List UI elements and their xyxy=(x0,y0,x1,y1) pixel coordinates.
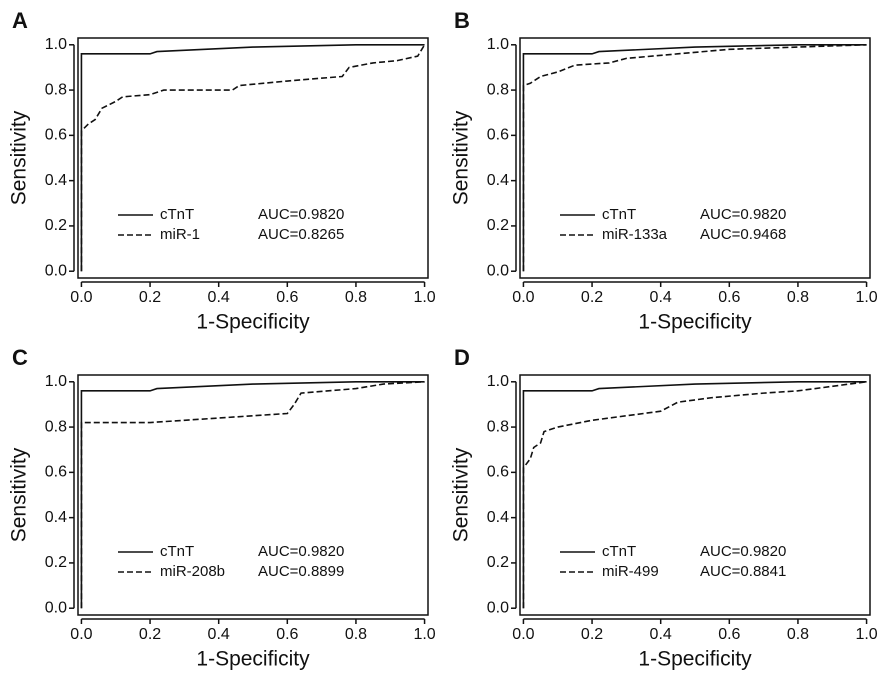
x-tick-label: 1.0 xyxy=(413,626,435,643)
plot-frame xyxy=(77,374,429,616)
roc-curve xyxy=(522,380,867,609)
y-tick-label: 0.2 xyxy=(487,217,509,234)
panel-label: C xyxy=(12,345,28,370)
legend-label: cTnT xyxy=(602,543,636,560)
roc-curve xyxy=(522,380,867,609)
legend-label: miR-499 xyxy=(602,563,659,580)
x-tick-label: 0.8 xyxy=(345,626,367,643)
roc-curve xyxy=(522,43,867,272)
y-tick-label: 0.8 xyxy=(45,81,67,98)
x-tick-label: 0.4 xyxy=(208,626,230,643)
legend-auc: AUC=0.9820 xyxy=(258,206,344,223)
legend-auc: AUC=0.9820 xyxy=(258,543,344,560)
x-tick-label: 1.0 xyxy=(855,289,877,306)
y-axis-label: Sensitivity xyxy=(450,447,473,542)
y-tick-label: 0.4 xyxy=(487,509,509,526)
legend-label: cTnT xyxy=(602,206,636,223)
y-tick-label: 1.0 xyxy=(45,373,67,390)
y-tick-label: 0.8 xyxy=(487,81,509,98)
y-tick-label: 0.2 xyxy=(487,554,509,571)
legend-label: miR-208b xyxy=(160,563,225,580)
y-tick-label: 1.0 xyxy=(487,373,509,390)
y-tick-label: 0.8 xyxy=(45,418,67,435)
legend-label: cTnT xyxy=(160,543,194,560)
legend-auc: AUC=0.8841 xyxy=(700,563,786,580)
y-tick-label: 0.6 xyxy=(45,127,67,144)
panel-label: A xyxy=(12,8,28,33)
roc-curve xyxy=(80,380,425,609)
x-tick-label: 1.0 xyxy=(413,289,435,306)
y-tick-label: 1.0 xyxy=(487,36,509,53)
y-axis-label: Sensitivity xyxy=(8,447,31,542)
y-tick-label: 0.0 xyxy=(487,262,509,279)
x-axis-label: 1-Specificity xyxy=(638,311,752,334)
roc-curve xyxy=(80,380,425,609)
plot-frame xyxy=(77,37,429,279)
panel-label: D xyxy=(454,345,470,370)
roc-curve xyxy=(80,44,426,272)
y-tick-label: 0.4 xyxy=(45,509,67,526)
legend-auc: AUC=0.8899 xyxy=(258,563,344,580)
y-tick-label: 0.6 xyxy=(487,127,509,144)
x-tick-label: 0.8 xyxy=(345,289,367,306)
y-tick-label: 0.6 xyxy=(45,464,67,481)
x-tick-label: 0.8 xyxy=(787,289,809,306)
y-tick-label: 0.2 xyxy=(45,554,67,571)
legend-auc: AUC=0.9820 xyxy=(700,206,786,223)
legend-auc: AUC=0.9820 xyxy=(700,543,786,560)
x-tick-label: 0.2 xyxy=(581,626,603,643)
y-tick-label: 0.0 xyxy=(487,599,509,616)
legend-label: cTnT xyxy=(160,206,194,223)
y-tick-label: 0.6 xyxy=(487,464,509,481)
x-tick-label: 0.6 xyxy=(276,626,298,643)
x-tick-label: 0.0 xyxy=(70,626,92,643)
y-tick-label: 0.4 xyxy=(45,172,67,189)
legend-label: miR-1 xyxy=(160,226,200,243)
x-tick-label: 0.4 xyxy=(650,626,672,643)
x-tick-label: 0.8 xyxy=(787,626,809,643)
x-tick-label: 0.0 xyxy=(512,289,534,306)
roc-curve xyxy=(80,43,425,272)
plot-frame xyxy=(519,374,871,616)
x-axis-label: 1-Specificity xyxy=(638,648,752,671)
y-tick-label: 0.4 xyxy=(487,172,509,189)
legend-auc: AUC=0.8265 xyxy=(258,226,344,243)
x-tick-label: 0.2 xyxy=(139,289,161,306)
y-tick-label: 0.2 xyxy=(45,217,67,234)
plot-frame xyxy=(519,37,871,279)
y-tick-label: 1.0 xyxy=(45,36,67,53)
x-tick-label: 0.0 xyxy=(70,289,92,306)
x-tick-label: 0.0 xyxy=(512,626,534,643)
x-tick-label: 0.2 xyxy=(581,289,603,306)
x-tick-label: 0.6 xyxy=(276,289,298,306)
panel-label: B xyxy=(454,8,470,33)
y-tick-label: 0.0 xyxy=(45,599,67,616)
x-axis-label: 1-Specificity xyxy=(196,648,310,671)
x-tick-label: 0.4 xyxy=(208,289,230,306)
x-tick-label: 0.6 xyxy=(718,289,740,306)
x-axis-label: 1-Specificity xyxy=(196,311,310,334)
y-axis-label: Sensitivity xyxy=(450,110,473,205)
legend-label: miR-133a xyxy=(602,226,668,243)
x-tick-label: 0.4 xyxy=(650,289,672,306)
x-tick-label: 1.0 xyxy=(855,626,877,643)
x-tick-label: 0.2 xyxy=(139,626,161,643)
y-axis-label: Sensitivity xyxy=(8,110,31,205)
roc-curve xyxy=(522,43,867,272)
x-tick-label: 0.6 xyxy=(718,626,740,643)
y-tick-label: 0.8 xyxy=(487,418,509,435)
legend-auc: AUC=0.9468 xyxy=(700,226,786,243)
y-tick-label: 0.0 xyxy=(45,262,67,279)
